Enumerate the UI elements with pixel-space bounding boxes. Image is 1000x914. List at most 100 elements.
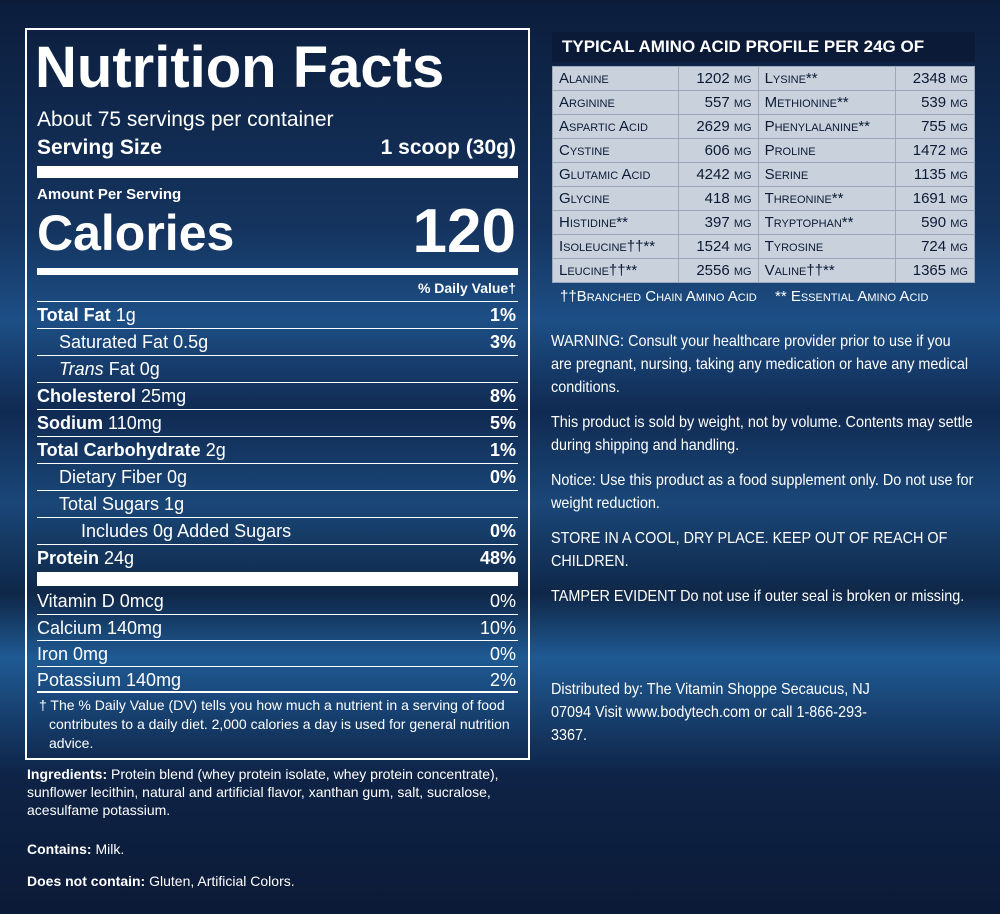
amino-name: Phenylalanine** xyxy=(757,114,896,139)
medium-bar xyxy=(37,268,518,275)
daily-value: 0% xyxy=(489,644,516,664)
amino-name: Valine††** xyxy=(757,258,896,283)
notices: WARNING: Consult your healthcare provide… xyxy=(551,330,974,620)
nutrient-name: Sodium xyxy=(37,413,103,433)
amino-amount: 2556 mg xyxy=(678,258,759,283)
nutrient-name: Cholesterol xyxy=(37,386,137,406)
contains-label: Contains: xyxy=(27,841,92,857)
amino-name: Lysine** xyxy=(757,66,896,91)
does-not-contain-text: Gluten, Artificial Colors. xyxy=(149,873,295,889)
nutrient-name: Includes 0g Added Sugars xyxy=(81,521,292,541)
nutrient-row: Sodium 110mg 5% xyxy=(37,409,518,436)
nutrient-amount: 110mg xyxy=(108,413,162,433)
daily-value: 0% xyxy=(489,467,516,487)
daily-value: 10% xyxy=(479,618,516,638)
amino-name: Alanine xyxy=(551,66,680,91)
daily-value: 1% xyxy=(489,440,516,460)
amino-legend: ** Essential Amino Acid xyxy=(775,288,929,305)
amino-amount: 1691 mg xyxy=(894,186,976,211)
nutrient-amount: 2g xyxy=(205,440,226,460)
amino-name: Cystine xyxy=(551,138,680,163)
amino-name: Methionine** xyxy=(757,90,896,115)
amino-amount: 1135 mg xyxy=(894,162,976,187)
vitamin-name: Vitamin D 0mcg xyxy=(37,591,164,611)
dv-header: % Daily Value† xyxy=(417,280,516,296)
amino-name: Tyrosine xyxy=(757,234,896,259)
nutrient-name: Trans xyxy=(59,359,104,379)
amino-amount: 539 mg xyxy=(894,90,976,115)
vitamin-row: Potassium 140mg 2% xyxy=(37,666,518,693)
amino-row: Cystine 606 mg Proline 1472 mg xyxy=(551,138,976,163)
daily-value: 0% xyxy=(489,521,516,541)
nutrient-amount: 25mg xyxy=(141,386,187,406)
vitamin-row: Iron 0mg 0% xyxy=(37,640,518,667)
amino-amount: 1524 mg xyxy=(678,234,759,259)
nutrient-name: Protein xyxy=(37,548,100,568)
nutrient-row: Dietary Fiber 0g 0% xyxy=(37,463,518,490)
contains-text: Milk. xyxy=(95,841,125,857)
amino-name: Glutamic Acid xyxy=(551,162,680,187)
amino-name: Isoleucine††** xyxy=(551,234,680,259)
amino-amount: 2629 mg xyxy=(678,114,759,139)
amino-row: Arginine 557 mg Methionine** 539 mg xyxy=(551,90,976,115)
amino-amount: 606 mg xyxy=(678,138,759,163)
daily-value: 2% xyxy=(489,670,516,690)
daily-value: 0% xyxy=(489,591,516,611)
amino-row: Glycine 418 mg Threonine** 1691 mg xyxy=(551,186,976,211)
nutrient-row: Includes 0g Added Sugars 0% xyxy=(37,517,518,544)
amino-name: Threonine** xyxy=(757,186,896,211)
daily-value: 48% xyxy=(479,548,516,568)
amino-name: Serine xyxy=(757,162,896,187)
nutrient-row: Trans Fat 0g xyxy=(37,355,518,382)
amino-amount: 724 mg xyxy=(894,234,976,259)
amino-name: Aspartic Acid xyxy=(551,114,680,139)
calories-value: 120 xyxy=(412,197,516,266)
amino-amount: 1472 mg xyxy=(894,138,976,163)
nutrition-panel: Nutrition Facts About 75 servings per co… xyxy=(25,28,530,760)
amino-name: Proline xyxy=(757,138,896,163)
amino-amount: 2348 mg xyxy=(894,66,976,91)
nutrient-name: Total Carbohydrate xyxy=(37,440,201,460)
amino-amount: 755 mg xyxy=(894,114,976,139)
ingredients-text: Protein blend (whey protein isolate, whe… xyxy=(27,766,499,818)
amino-row: Leucine††** 2556 mg Valine††** 1365 mg xyxy=(551,258,976,283)
nutrient-name: Total Fat xyxy=(37,305,111,325)
footnote: † The % Daily Value (DV) tells you how m… xyxy=(39,697,510,751)
nutrient-name: Saturated Fat 0.5g xyxy=(59,332,209,352)
notice: Notice: Use this product as a food suppl… xyxy=(551,472,974,512)
nutrient-name: Dietary Fiber 0g xyxy=(59,467,188,487)
amino-name: Arginine xyxy=(551,90,680,115)
amino-name: Tryptophan** xyxy=(757,210,896,235)
contains: Contains: Milk. xyxy=(27,840,124,858)
vitamin-row: Calcium 140mg 10% xyxy=(37,614,518,641)
amino-row: Aspartic Acid 2629 mg Phenylalanine** 755 m… xyxy=(551,114,976,139)
amino-row: Glutamic Acid 4242 mg Serine 1135 mg xyxy=(551,162,976,187)
daily-value: 8% xyxy=(489,386,516,406)
nutrient-amount: 1g xyxy=(115,305,136,325)
amount-per-serving: Amount Per Serving xyxy=(37,186,182,203)
amino-amount: 557 mg xyxy=(678,90,759,115)
title: Nutrition Facts xyxy=(35,35,445,100)
amino-table: Alanine 1202 mg Lysine** 2348 mg Arginine 557… xyxy=(551,66,976,283)
amino-row: Histidine** 397 mg Tryptophan** 590 mg xyxy=(551,210,976,235)
vitamin-row: Vitamin D 0mcg 0% xyxy=(37,588,518,615)
amino-name: Histidine** xyxy=(551,210,680,235)
serving-size-value: 1 scoop (30g) xyxy=(380,136,516,159)
thick-bar xyxy=(37,166,518,178)
daily-value: 5% xyxy=(489,413,516,433)
nutrient-amount: 24g xyxy=(104,548,135,568)
vitamin-name: Potassium 140mg xyxy=(37,670,182,690)
notice: STORE IN A COOL, DRY PLACE. KEEP OUT OF … xyxy=(551,530,948,570)
amino-amount: 4242 mg xyxy=(678,162,759,187)
notice: WARNING: Consult your healthcare provide… xyxy=(551,333,969,396)
amino-row: Isoleucine††** 1524 mg Tyrosine 724 mg xyxy=(551,234,976,259)
nutrient-row: Total Sugars 1g xyxy=(37,490,518,517)
servings: About 75 servings per container xyxy=(37,108,334,131)
serving-size-label: Serving Size xyxy=(37,136,162,159)
does-not-contain: Does not contain: Gluten, Artificial Col… xyxy=(27,872,295,890)
calories-label: Calories xyxy=(37,205,235,261)
nutrient-row: Cholesterol 25mg 8% xyxy=(37,382,518,409)
nutrient-row: Protein 24g 48% xyxy=(37,544,518,571)
amino-amount: 1365 mg xyxy=(894,258,976,283)
nutrient-row: Saturated Fat 0.5g 3% xyxy=(37,328,518,355)
